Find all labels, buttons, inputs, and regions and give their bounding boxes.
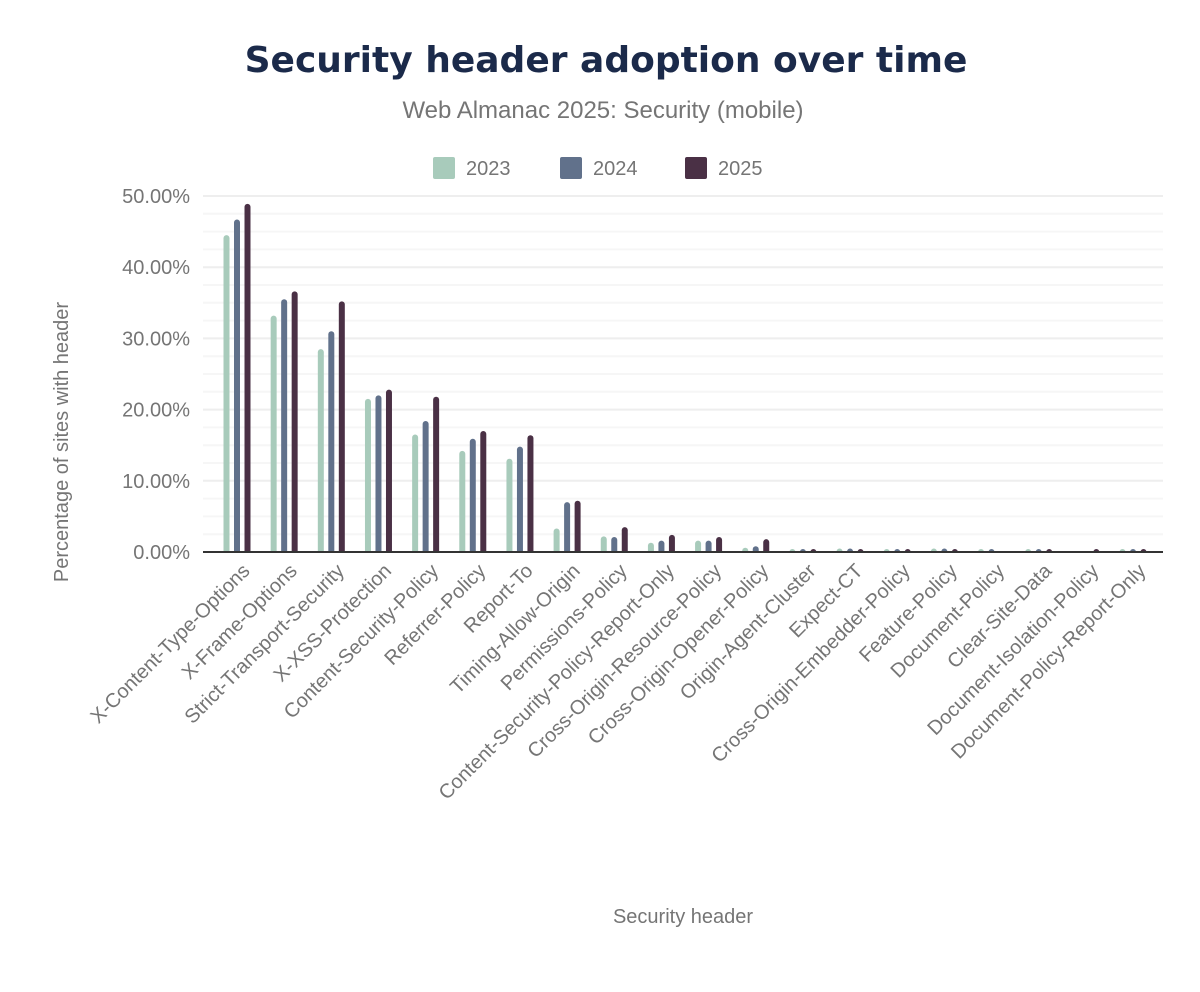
y-tick-label: 20.00% xyxy=(122,400,190,422)
bar-2023[interactable] xyxy=(223,235,230,552)
bar-2024[interactable] xyxy=(564,502,571,552)
bar-2024[interactable] xyxy=(611,537,618,552)
bar-2024[interactable] xyxy=(328,331,335,552)
bar-2024[interactable] xyxy=(375,395,382,552)
bar-2024[interactable] xyxy=(234,219,240,552)
bar-2023[interactable] xyxy=(553,528,560,552)
bar-2025[interactable] xyxy=(291,291,298,552)
bar-2025[interactable] xyxy=(527,435,534,552)
legend-label[interactable]: 2025 xyxy=(718,158,763,180)
bar-2025[interactable] xyxy=(763,539,770,552)
bar-2023[interactable] xyxy=(412,434,419,552)
legend-swatch-2024[interactable] xyxy=(560,157,582,179)
chart-subtitle: Web Almanac 2025: Security (mobile) xyxy=(402,97,803,124)
bar-2023[interactable] xyxy=(459,450,466,552)
y-tick-label: 40.00% xyxy=(122,257,190,279)
legend-label[interactable]: 2024 xyxy=(593,158,638,180)
bar-2025[interactable] xyxy=(385,389,392,552)
bar-2024[interactable] xyxy=(752,546,759,552)
bar-2024[interactable] xyxy=(469,438,476,552)
bar-2025[interactable] xyxy=(338,301,345,552)
y-axis-label: Percentage of sites with header xyxy=(51,302,73,583)
y-tick-label: 0.00% xyxy=(133,542,190,564)
y-tick-label: 30.00% xyxy=(122,328,190,350)
bar-2025[interactable] xyxy=(244,203,251,552)
bar-2023[interactable] xyxy=(742,547,749,552)
bar-2025[interactable] xyxy=(621,527,628,552)
y-tick-label: 50.00% xyxy=(122,186,190,208)
legend-label[interactable]: 2023 xyxy=(466,158,511,180)
bar-2023[interactable] xyxy=(647,542,654,552)
legend: 2023 2024 2025 xyxy=(433,157,763,180)
legend-swatch-2023[interactable] xyxy=(433,157,455,179)
bar-2024[interactable] xyxy=(422,420,429,552)
bar-2024[interactable] xyxy=(516,446,523,552)
y-tick-label: 10.00% xyxy=(122,471,190,493)
bar-2025[interactable] xyxy=(668,534,675,552)
x-axis-label: Security header xyxy=(613,906,753,928)
bar-2025[interactable] xyxy=(716,537,723,552)
bar-2023[interactable] xyxy=(364,398,371,552)
bar-2023[interactable] xyxy=(270,315,277,552)
legend-swatch-2025[interactable] xyxy=(685,157,707,179)
bar-2025[interactable] xyxy=(480,430,487,552)
bar-2023[interactable] xyxy=(695,540,702,552)
chart-title: Security header adoption over time xyxy=(245,40,968,81)
bar-2024[interactable] xyxy=(281,299,288,552)
bar-2023[interactable] xyxy=(506,458,513,552)
bar-2024[interactable] xyxy=(705,540,712,552)
bar-2024[interactable] xyxy=(658,540,665,552)
bar-2025[interactable] xyxy=(574,500,581,552)
bar-2023[interactable] xyxy=(317,349,324,552)
bar-2023[interactable] xyxy=(600,536,607,552)
bar-2025[interactable] xyxy=(433,396,440,552)
